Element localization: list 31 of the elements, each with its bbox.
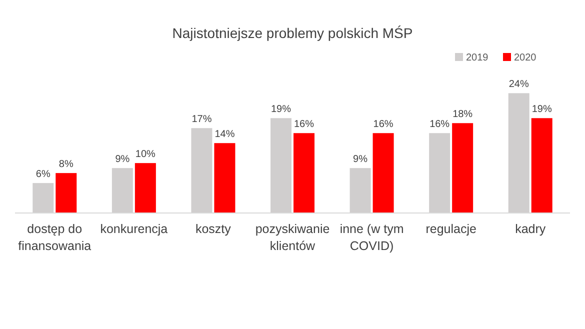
x-tick-label: konkurencja — [100, 222, 168, 236]
bar — [531, 118, 552, 213]
legend-label: 2019 — [466, 52, 489, 64]
data-label: 19% — [270, 104, 292, 116]
data-label: 14% — [214, 129, 235, 140]
x-tick-label: inne (w tym COVID) — [340, 222, 404, 253]
data-label: 9% — [115, 154, 130, 166]
chart-title: Najistotniejsze problemy polskich MŚP — [172, 25, 413, 41]
data-label: 16% — [430, 119, 450, 130]
legend-label: 2020 — [514, 52, 537, 64]
data-label: 19% — [532, 104, 552, 116]
data-label: 8% — [58, 159, 74, 170]
bar — [452, 123, 474, 213]
x-tick-label: regulacje — [426, 222, 476, 236]
data-label: 24% — [508, 79, 529, 90]
bar — [134, 163, 156, 213]
bar — [372, 133, 394, 213]
data-label: 17% — [192, 114, 212, 126]
x-tick-label: kadry — [515, 222, 546, 236]
bar — [294, 133, 314, 213]
data-label: 10% — [135, 149, 156, 160]
x-tick-label: pozyskiwanie klientów — [255, 222, 330, 253]
data-label: 6% — [36, 169, 50, 180]
data-label: 16% — [294, 119, 314, 130]
data-label: 16% — [373, 119, 394, 130]
data-label: 9% — [353, 154, 368, 166]
bar — [56, 173, 77, 213]
data-label: 18% — [452, 109, 473, 120]
bar — [214, 143, 236, 213]
x-tick-label: dostęp do finansowania — [18, 222, 92, 253]
x-tick-label: koszty — [195, 222, 232, 236]
